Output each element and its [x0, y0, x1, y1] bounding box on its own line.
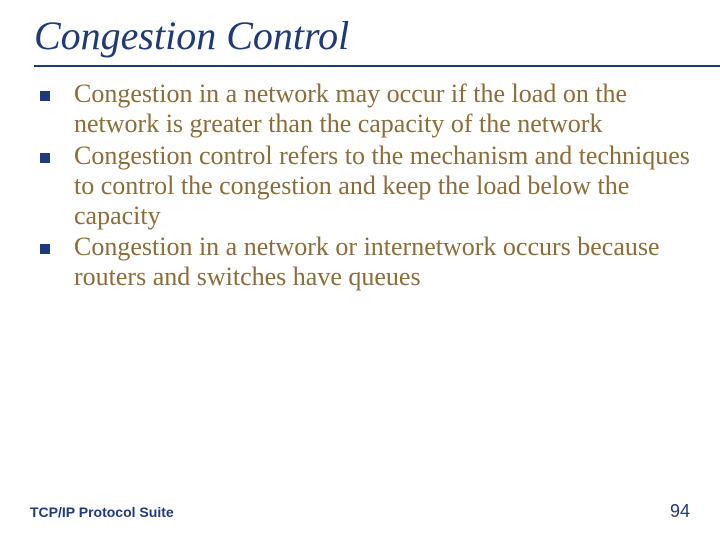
page-number: 94: [670, 501, 690, 522]
content-area: Congestion in a network may occur if the…: [0, 67, 720, 292]
footer-source: TCP/IP Protocol Suite: [30, 504, 174, 520]
bullet-text: Congestion control refers to the mechani…: [74, 141, 692, 231]
slide: Congestion Control Congestion in a netwo…: [0, 0, 720, 540]
bullet-text: Congestion in a network or internetwork …: [74, 232, 692, 292]
bullet-text: Congestion in a network may occur if the…: [74, 79, 692, 139]
square-bullet-icon: [40, 91, 50, 101]
list-item: Congestion in a network may occur if the…: [40, 79, 692, 139]
title-area: Congestion Control: [0, 0, 720, 67]
slide-title: Congestion Control: [34, 12, 720, 59]
square-bullet-icon: [40, 244, 50, 254]
bullet-list: Congestion in a network may occur if the…: [40, 79, 692, 292]
square-bullet-icon: [40, 153, 50, 163]
list-item: Congestion control refers to the mechani…: [40, 141, 692, 231]
list-item: Congestion in a network or internetwork …: [40, 232, 692, 292]
slide-footer: TCP/IP Protocol Suite 94: [0, 501, 720, 522]
